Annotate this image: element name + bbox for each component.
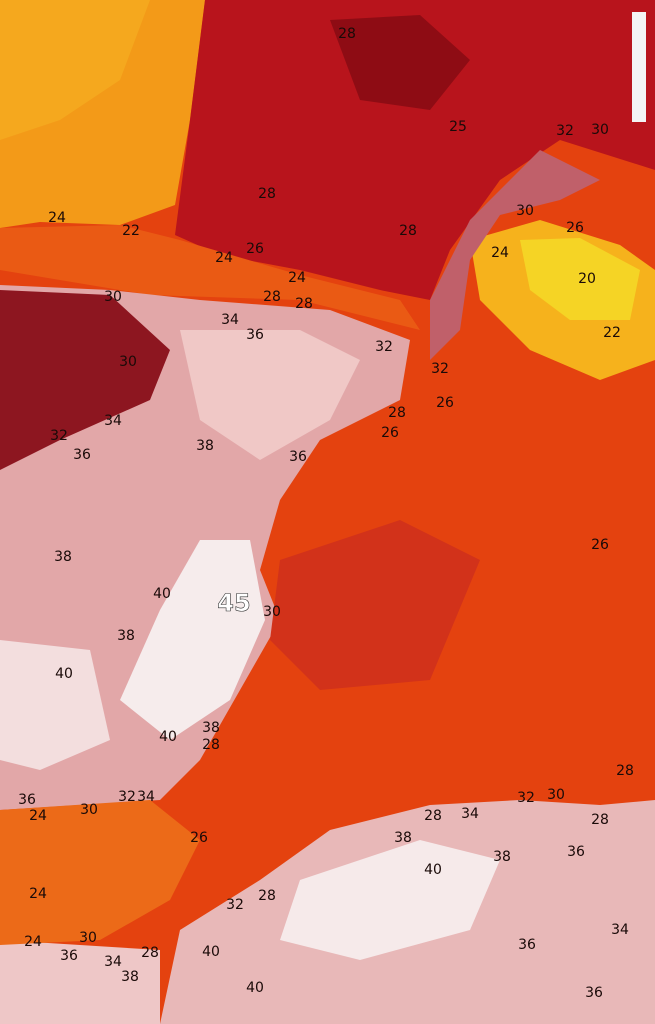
contour-label: 25 <box>449 119 467 135</box>
region-africa-white <box>280 840 500 960</box>
contour-label: 32 <box>375 339 393 355</box>
contour-label: 32 <box>556 123 574 139</box>
contour-label: 32 <box>50 428 68 444</box>
contour-label: 34 <box>461 806 479 822</box>
contour-label: 45 <box>217 589 250 617</box>
contour-label: 32 <box>226 897 244 913</box>
contour-label: 40 <box>424 862 442 878</box>
contour-label: 24 <box>48 210 66 226</box>
contour-label: 40 <box>159 729 177 745</box>
region-iberia-pale <box>0 640 110 770</box>
contour-label: 24 <box>29 808 47 824</box>
region-sea-dark <box>270 520 480 690</box>
contour-label: 34 <box>137 789 155 805</box>
contour-label: 34 <box>611 922 629 938</box>
contour-label: 28 <box>141 945 159 961</box>
contour-label: 38 <box>196 438 214 454</box>
contour-label: 38 <box>117 628 135 644</box>
contour-label: 26 <box>591 537 609 553</box>
contour-label: 28 <box>338 26 356 42</box>
contour-label: 28 <box>616 763 634 779</box>
region-orange-band <box>0 225 420 330</box>
contour-label: 26 <box>246 241 264 257</box>
contour-label: 20 <box>578 271 596 287</box>
contour-label: 24 <box>215 250 233 266</box>
region-iberia-white <box>120 540 265 740</box>
contour-label: 30 <box>79 930 97 946</box>
region-deep-red <box>330 15 470 110</box>
contour-label: 34 <box>104 413 122 429</box>
contour-label: 36 <box>567 844 585 860</box>
contour-label: 36 <box>60 948 78 964</box>
contour-label: 28 <box>295 296 313 312</box>
region-orange-light <box>0 0 150 140</box>
contour-label: 38 <box>121 969 139 985</box>
contour-label: 28 <box>591 812 609 828</box>
contour-label: 28 <box>258 186 276 202</box>
contour-label: 36 <box>246 327 264 343</box>
contour-label: 24 <box>491 245 509 261</box>
contour-label: 34 <box>104 954 122 970</box>
contour-label: 28 <box>424 808 442 824</box>
contour-label: 34 <box>221 312 239 328</box>
contour-label: 30 <box>263 604 281 620</box>
contour-label: 32 <box>517 790 535 806</box>
contour-label: 38 <box>493 849 511 865</box>
region-iberia-dark <box>0 290 170 470</box>
contour-label: 36 <box>289 449 307 465</box>
region-dark-red <box>175 0 655 300</box>
contour-labels: 28 25 32 30 28 24 22 30 26 28 24 26 24 20 24 30 28 28 34 36… <box>18 26 634 1001</box>
region-africa-west <box>0 940 160 1024</box>
contour-label: 28 <box>399 223 417 239</box>
contour-label: 26 <box>381 425 399 441</box>
contour-label: 28 <box>258 888 276 904</box>
contour-label: 38 <box>202 720 220 736</box>
region-iberia-light <box>180 330 360 460</box>
contour-label: 30 <box>80 802 98 818</box>
contour-label: 22 <box>122 223 140 239</box>
contour-label: 40 <box>55 666 73 682</box>
contour-label: 24 <box>29 886 47 902</box>
contour-label: 30 <box>591 122 609 138</box>
region-strip <box>430 150 600 360</box>
contour-label: 22 <box>603 325 621 341</box>
contour-label: 26 <box>566 220 584 236</box>
contour-label: 36 <box>73 447 91 463</box>
contour-label: 30 <box>119 354 137 370</box>
contour-label: 40 <box>246 980 264 996</box>
contour-label: 36 <box>18 792 36 808</box>
contour-label: 28 <box>388 405 406 421</box>
contour-label: 36 <box>585 985 603 1001</box>
contour-label: 30 <box>516 203 534 219</box>
contour-label: 36 <box>518 937 536 953</box>
contour-label: 32 <box>431 361 449 377</box>
region-yellow <box>520 238 640 320</box>
contour-label: 38 <box>394 830 412 846</box>
contour-label: 28 <box>263 289 281 305</box>
contour-label: 40 <box>202 944 220 960</box>
scrollbar[interactable] <box>632 12 646 122</box>
contour-label: 40 <box>153 586 171 602</box>
contour-label: 26 <box>436 395 454 411</box>
contour-label: 30 <box>547 787 565 803</box>
contour-label: 32 <box>118 789 136 805</box>
contour-label: 38 <box>54 549 72 565</box>
contour-label: 24 <box>24 934 42 950</box>
contour-label: 26 <box>190 830 208 846</box>
contour-label: 30 <box>104 289 122 305</box>
contour-label: 24 <box>288 270 306 286</box>
region-alboran <box>0 800 200 945</box>
contour-label: 28 <box>202 737 220 753</box>
